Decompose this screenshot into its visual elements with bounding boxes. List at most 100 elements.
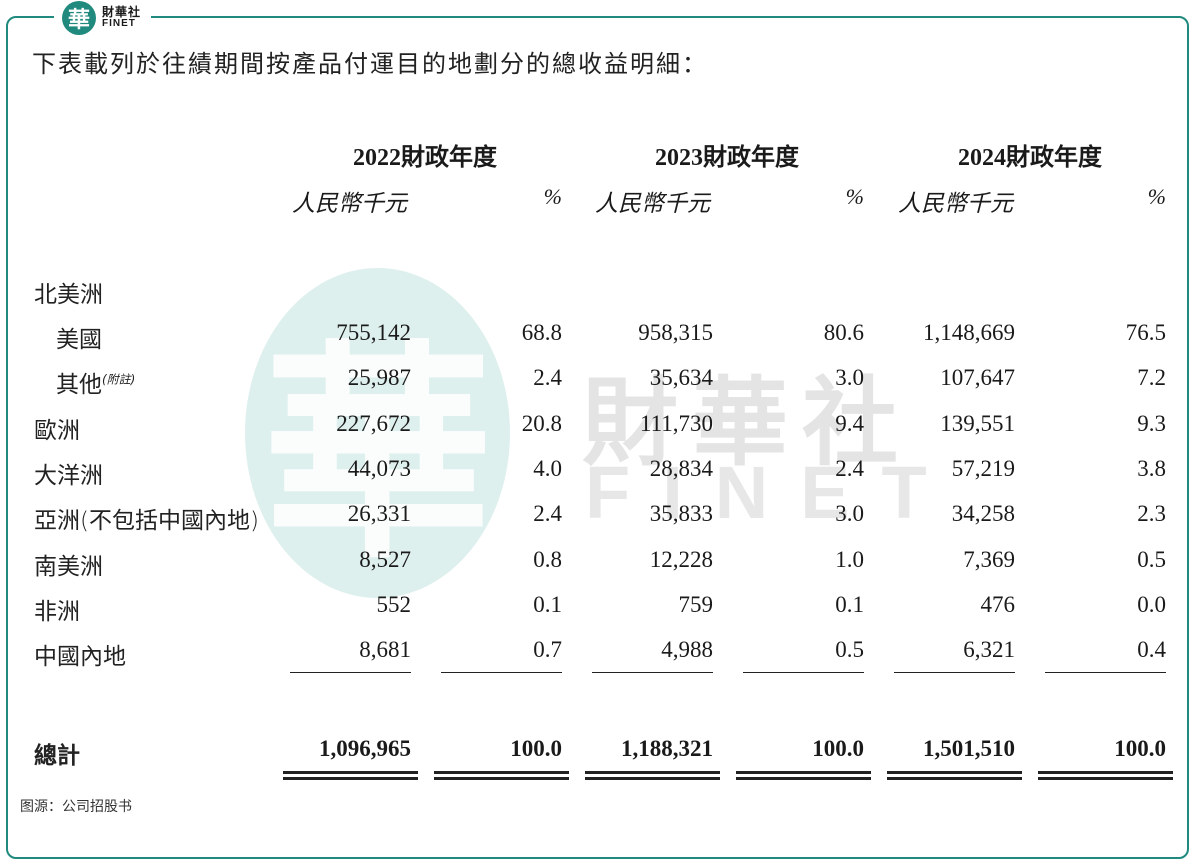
row-note: (附註) (102, 372, 136, 387)
table-cell: 7,369 (963, 547, 1015, 572)
unit-header: 人民幣千元 (898, 191, 1013, 217)
table-cell: 107,647 (940, 365, 1015, 390)
brand-name-en: FINET (102, 18, 136, 29)
table-cell: 76.5 (1125, 320, 1166, 345)
pct-header: % (845, 184, 864, 209)
table-cell: 0.5 (835, 637, 864, 662)
subtotal-rule (441, 672, 562, 673)
row-label-text: 其他 (56, 372, 102, 398)
brand-name-cn: 財華社 (102, 5, 142, 19)
table-cell: 6,321 (963, 637, 1015, 662)
table-cell: 12,228 (649, 547, 713, 572)
total-double-rule (736, 771, 871, 780)
table-cell: 3.0 (835, 501, 864, 526)
table-cell: 111,730 (639, 411, 713, 436)
intro-text: 下表載列於往績期間按產品付運目的地劃分的總收益明細： (32, 50, 708, 78)
table-cell: 8,681 (359, 637, 411, 662)
subtotal-rule (592, 672, 713, 673)
row-label: 其他(附註) (56, 365, 135, 399)
year-header-2023: 2023財政年度 (655, 145, 799, 171)
table-cell: 9.3 (1137, 411, 1166, 436)
table-cell: 20.8 (521, 411, 562, 436)
subtotal-rule (1045, 672, 1166, 673)
table-cell: 28,834 (649, 456, 713, 481)
table-cell: 9.4 (835, 411, 864, 436)
total-double-rule (434, 771, 569, 780)
table-cell: 0.7 (533, 637, 562, 662)
table-cell: 227,672 (336, 411, 411, 436)
table-cell: 44,073 (347, 456, 411, 481)
row-label: 亞洲(不包括中國內地) (34, 501, 259, 535)
row-label-text: 美國 (56, 327, 102, 353)
table-cell: 1,148,669 (923, 320, 1015, 345)
pct-header: % (543, 184, 562, 209)
total-label: 總計 (34, 743, 80, 769)
table-cell: 759 (678, 592, 714, 617)
content-frame (6, 16, 1189, 859)
subtotal-rule (743, 672, 864, 673)
table-cell: 35,833 (649, 501, 713, 526)
table-cell: 7.2 (1137, 365, 1166, 390)
table-cell: 3.8 (1137, 456, 1166, 481)
source-caption: 图源：公司招股书 (20, 799, 132, 815)
table-cell: 755,142 (336, 320, 411, 345)
table-cell: 2.4 (835, 456, 864, 481)
row-label: 美國 (56, 320, 102, 354)
table-cell: 0.8 (533, 547, 562, 572)
table-cell: 35,634 (649, 365, 713, 390)
table-cell: 1.0 (835, 547, 864, 572)
row-label: 非洲 (34, 592, 80, 626)
row-label-text: 北美洲 (34, 282, 103, 308)
watermark-text-cn: 財華社 (582, 367, 912, 479)
table-cell: 139,551 (940, 411, 1015, 436)
table-cell: 68.8 (521, 320, 562, 345)
total-double-rule (283, 771, 418, 780)
total-value: 100.0 (510, 736, 562, 761)
table-cell: 25,987 (347, 365, 411, 390)
table-cell: 552 (376, 592, 412, 617)
table-cell: 958,315 (638, 320, 713, 345)
year-header-2022: 2022財政年度 (353, 145, 497, 171)
unit-header: 人民幣千元 (595, 191, 710, 217)
subtotal-rule (290, 672, 411, 673)
table-cell: 476 (980, 592, 1016, 617)
total-value: 1,501,510 (923, 736, 1015, 761)
table-cell: 2.3 (1137, 501, 1166, 526)
logo-icon: 華 (62, 1, 96, 35)
row-label: 南美洲 (34, 547, 103, 581)
table-cell: 3.0 (835, 365, 864, 390)
watermark-logo-char: 華 (263, 319, 494, 590)
watermark-text-en: FINET (585, 451, 959, 534)
pct-header: % (1147, 184, 1166, 209)
table-cell: 0.4 (1137, 637, 1166, 662)
total-double-rule (1038, 771, 1173, 780)
year-header-2024: 2024財政年度 (958, 145, 1102, 171)
row-label-text: 歐洲 (34, 418, 80, 444)
table-cell: 2.4 (533, 501, 562, 526)
table-cell: 26,331 (347, 501, 411, 526)
row-label-text: 中國內地 (34, 644, 126, 670)
brand-logo: 華 財華社 FINET (54, 0, 152, 36)
table-cell: 8,527 (359, 547, 411, 572)
table-cell: 0.5 (1137, 547, 1166, 572)
subtotal-rule (894, 672, 1015, 673)
row-label-text: 南美洲 (34, 554, 103, 580)
row-label-text: 非洲 (34, 599, 80, 625)
unit-header: 人民幣千元 (292, 191, 407, 217)
row-label: 北美洲 (34, 275, 103, 309)
row-label: 中國內地 (34, 637, 126, 671)
table-cell: 0.1 (835, 592, 864, 617)
watermark-circle (245, 268, 510, 598)
total-value: 100.0 (1114, 736, 1166, 761)
row-label-text: 亞洲(不包括中國內地) (34, 508, 259, 534)
row-label: 大洋洲 (34, 456, 103, 490)
table-cell: 80.6 (823, 320, 864, 345)
table-cell: 2.4 (533, 365, 562, 390)
row-label-text: 大洋洲 (34, 463, 103, 489)
total-double-rule (585, 771, 720, 780)
row-label: 歐洲 (34, 411, 80, 445)
table-cell: 4,988 (661, 637, 713, 662)
table-cell: 57,219 (951, 456, 1015, 481)
table-cell: 4.0 (533, 456, 562, 481)
total-value: 1,188,321 (621, 736, 713, 761)
